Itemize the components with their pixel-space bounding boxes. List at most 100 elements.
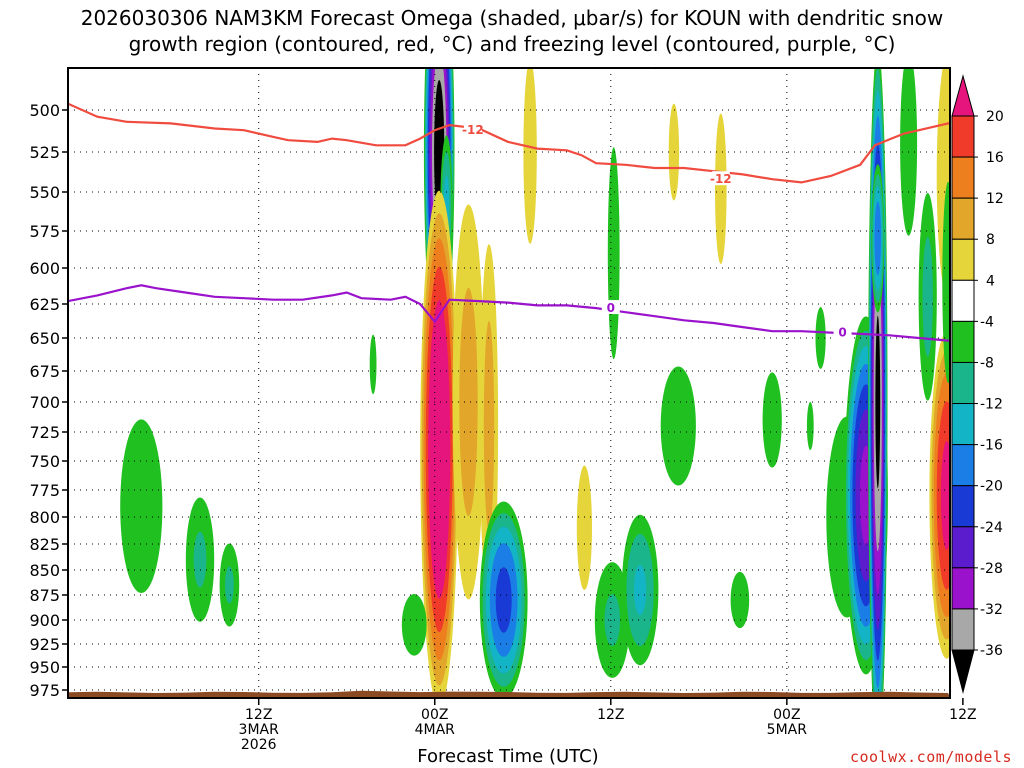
omega-cell xyxy=(806,401,814,451)
x-tick-label: 12Z xyxy=(597,707,624,723)
y-tick-label: 975 xyxy=(29,681,60,700)
y-tick-label: 850 xyxy=(29,561,60,580)
colorbar-label: -24 xyxy=(980,520,1003,536)
omega-cell xyxy=(483,321,495,531)
x-axis-title: Forecast Time (UTC) xyxy=(417,746,599,767)
y-tick-label: 575 xyxy=(29,222,60,241)
contour-label-bg xyxy=(833,324,852,339)
colorbar-label: -12 xyxy=(980,397,1003,413)
omega-cell xyxy=(576,465,593,590)
omega-cell xyxy=(815,307,826,369)
colorbar-swatch xyxy=(951,567,975,610)
contour-line xyxy=(68,284,950,342)
omega-cell xyxy=(459,288,478,516)
contour-label: -12 xyxy=(462,123,484,137)
contour-label: -12 xyxy=(710,172,732,186)
omega-cell xyxy=(523,68,537,244)
y-tick-label: 750 xyxy=(29,452,60,471)
colorbar: 20 16 12 8 4 -4 -8 -12 -16 -20 -24 -28 -32 -36 xyxy=(951,74,1004,694)
colorbar-label: 16 xyxy=(986,150,1004,166)
y-tick-label: 700 xyxy=(29,393,60,412)
omega-cell xyxy=(401,594,427,656)
omega-cell xyxy=(762,372,782,468)
y-tick-label: 875 xyxy=(29,586,60,605)
contour-label: 0 xyxy=(607,301,615,315)
contour-line xyxy=(649,68,671,70)
omega-cell xyxy=(940,441,950,550)
colorbar-label: -20 xyxy=(980,479,1003,495)
chart-title-line-2: growth region (contoured, red, °C) and f… xyxy=(128,32,896,56)
colorbar-label: -32 xyxy=(980,602,1003,618)
source-credit: coolwx.com/models xyxy=(849,748,1012,766)
plot-frame xyxy=(67,67,951,699)
contour-label-bg xyxy=(601,300,620,315)
omega-cell xyxy=(193,531,207,588)
y-tick-label: 825 xyxy=(29,535,60,554)
y-tick-label: 800 xyxy=(29,508,60,527)
y-tick-label: 525 xyxy=(29,143,60,162)
y-tick-label: 650 xyxy=(29,329,60,348)
y-tick-label: 925 xyxy=(29,635,60,654)
y-tick-label: 900 xyxy=(29,611,60,630)
colorbar-swatch xyxy=(951,156,975,199)
colorbar-swatch xyxy=(951,320,975,363)
colorbar-label: 20 xyxy=(986,109,1004,125)
omega-cell xyxy=(922,236,933,357)
colorbar-label: 4 xyxy=(986,273,995,289)
x-tick-label: 12Z xyxy=(245,707,272,723)
omega-cell xyxy=(874,201,882,276)
omega-cell xyxy=(369,334,377,395)
x-tick-label: 4MAR xyxy=(415,722,456,738)
colorbar-swatch xyxy=(951,197,975,240)
colorbar-swatch xyxy=(951,608,975,651)
colorbar-swatch xyxy=(951,403,975,446)
omega-cell xyxy=(875,315,881,489)
omega-cell xyxy=(607,147,620,360)
terrain-fill xyxy=(68,690,950,698)
colorbar-swatch xyxy=(951,485,975,528)
omega-cell xyxy=(120,419,163,593)
omega-shading xyxy=(120,68,950,698)
y-tick-label: 725 xyxy=(29,423,60,442)
x-tick-label: 5MAR xyxy=(767,722,808,738)
colorbar-swatch xyxy=(951,526,975,569)
x-tick-label: 12Z xyxy=(949,707,976,723)
y-tick-label: 675 xyxy=(29,362,60,381)
colorbar-label: -16 xyxy=(980,438,1003,454)
x-tick-label: 00Z xyxy=(773,707,800,723)
omega-cell xyxy=(730,571,750,629)
colorbar-cap-top xyxy=(951,74,975,117)
contour-labels: -12 -12 0 0 xyxy=(462,122,852,340)
x-tick-label: 00Z xyxy=(421,707,448,723)
colorbar-swatch xyxy=(951,444,975,487)
omega-cell xyxy=(942,181,950,384)
colorbar-swatch xyxy=(951,279,975,322)
omega-cell xyxy=(634,564,647,616)
y-tick-label: 950 xyxy=(29,658,60,677)
y-tick-label: 775 xyxy=(29,481,60,500)
colorbar-cap-bottom xyxy=(951,649,975,694)
x-tick-label: 3MAR xyxy=(239,722,280,738)
colorbar-label: -28 xyxy=(980,561,1003,577)
y-tick-label: 500 xyxy=(29,101,60,120)
y-tick-label: 600 xyxy=(29,259,60,278)
colorbar-swatch xyxy=(951,115,975,158)
colorbar-swatch xyxy=(951,361,975,405)
omega-cell xyxy=(604,594,621,646)
omega-cell xyxy=(668,103,680,201)
colorbar-label: -36 xyxy=(980,643,1003,659)
terrain-surface xyxy=(68,690,950,698)
x-tick-label: 2026 xyxy=(241,737,277,753)
colorbar-label: 12 xyxy=(986,191,1004,207)
y-tick-label: 550 xyxy=(29,183,60,202)
omega-cell xyxy=(431,343,448,555)
contour-line xyxy=(68,102,950,184)
colorbar-swatch xyxy=(951,238,975,281)
omega-cell xyxy=(225,566,234,604)
contour-label: 0 xyxy=(838,326,846,340)
colorbar-label: 8 xyxy=(986,232,995,248)
y-axis: 500 525 550 575 600 625 650 675 700 725 750 775 800 8… xyxy=(29,101,68,700)
omega-cell xyxy=(715,113,727,265)
